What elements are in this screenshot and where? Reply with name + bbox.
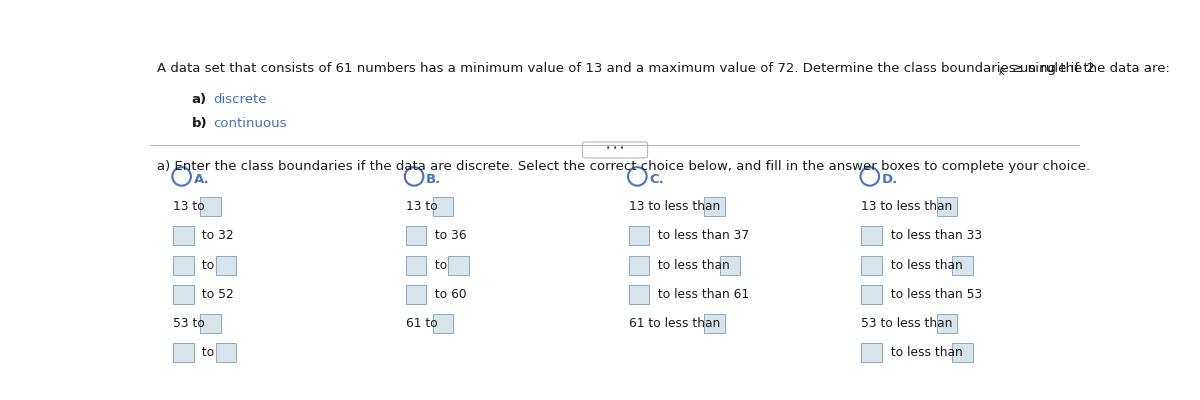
FancyBboxPatch shape [582, 142, 648, 158]
Text: to 36: to 36 [431, 229, 467, 242]
Text: to: to [198, 259, 215, 272]
Text: to less than 33: to less than 33 [887, 229, 982, 242]
FancyBboxPatch shape [173, 343, 193, 362]
Text: discrete: discrete [214, 93, 266, 106]
Text: to less than 37: to less than 37 [654, 229, 749, 242]
Text: to less than: to less than [887, 259, 962, 272]
Text: a): a) [192, 93, 206, 106]
Text: 61 to less than: 61 to less than [629, 317, 720, 330]
FancyBboxPatch shape [200, 197, 221, 216]
Text: a) Enter the class boundaries if the data are discrete. Select the correct choic: a) Enter the class boundaries if the dat… [157, 160, 1091, 174]
FancyBboxPatch shape [629, 285, 649, 304]
Text: 61 to: 61 to [406, 317, 438, 330]
Text: to 60: to 60 [431, 288, 467, 301]
Text: k: k [998, 68, 1004, 78]
FancyBboxPatch shape [953, 256, 973, 275]
Text: to 32: to 32 [198, 229, 234, 242]
Text: A.: A. [193, 173, 209, 186]
FancyBboxPatch shape [433, 314, 454, 333]
FancyBboxPatch shape [704, 314, 725, 333]
Text: C.: C. [649, 173, 664, 186]
FancyBboxPatch shape [629, 256, 649, 275]
FancyBboxPatch shape [953, 343, 973, 362]
FancyBboxPatch shape [173, 226, 193, 246]
FancyBboxPatch shape [216, 343, 236, 362]
Text: 53 to less than: 53 to less than [862, 317, 953, 330]
FancyBboxPatch shape [200, 314, 221, 333]
Text: • • •: • • • [606, 144, 624, 153]
Text: to less than: to less than [887, 346, 962, 360]
Text: to 52: to 52 [198, 288, 234, 301]
Text: 13 to: 13 to [173, 200, 205, 213]
FancyBboxPatch shape [173, 285, 193, 304]
Text: B.: B. [426, 173, 442, 186]
Text: 53 to: 53 to [173, 317, 205, 330]
Text: D.: D. [882, 173, 898, 186]
FancyBboxPatch shape [629, 226, 649, 246]
Text: 13 to: 13 to [406, 200, 438, 213]
FancyBboxPatch shape [937, 197, 958, 216]
FancyBboxPatch shape [862, 343, 882, 362]
Text: A data set that consists of 61 numbers has a minimum value of 13 and a maximum v: A data set that consists of 61 numbers h… [157, 62, 1096, 75]
FancyBboxPatch shape [448, 256, 469, 275]
Text: to less than 53: to less than 53 [887, 288, 982, 301]
FancyBboxPatch shape [406, 226, 426, 246]
FancyBboxPatch shape [704, 197, 725, 216]
FancyBboxPatch shape [406, 285, 426, 304]
FancyBboxPatch shape [216, 256, 236, 275]
FancyBboxPatch shape [937, 314, 958, 333]
FancyBboxPatch shape [862, 226, 882, 246]
FancyBboxPatch shape [720, 256, 740, 275]
Text: to: to [431, 259, 448, 272]
Text: 13 to less than: 13 to less than [862, 200, 953, 213]
FancyBboxPatch shape [862, 285, 882, 304]
Text: ≥ n rule if the data are:: ≥ n rule if the data are: [1008, 62, 1170, 75]
FancyBboxPatch shape [862, 256, 882, 275]
FancyBboxPatch shape [173, 256, 193, 275]
FancyBboxPatch shape [406, 256, 426, 275]
Text: b): b) [192, 117, 208, 130]
Text: to: to [198, 346, 215, 360]
Text: 13 to less than: 13 to less than [629, 200, 720, 213]
Text: to less than 61: to less than 61 [654, 288, 749, 301]
Text: to less than: to less than [654, 259, 730, 272]
FancyBboxPatch shape [433, 197, 454, 216]
Text: continuous: continuous [214, 117, 287, 130]
